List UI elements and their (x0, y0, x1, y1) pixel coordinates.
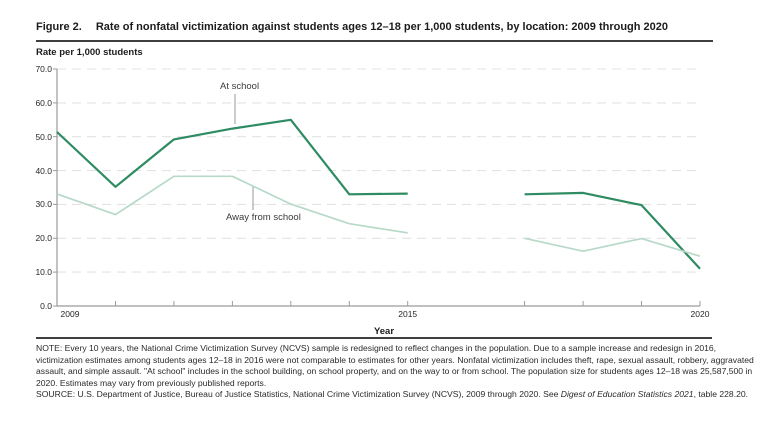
figure-title: Rate of nonfatal victimization against s… (95, 21, 669, 33)
x-axis-tick-label: 2009 (60, 308, 80, 319)
y-axis-tick-label: 50.0 (35, 131, 52, 142)
y-axis-tick-label: 60.0 (35, 97, 52, 108)
series-line-at-school (56, 118, 701, 270)
y-axis-tick-label: 30.0 (35, 199, 52, 210)
y-axis-tick-label: 40.0 (35, 165, 52, 176)
note-text-content: NOTE: Every 10 years, the National Crime… (36, 343, 754, 388)
x-axis-title: Year (373, 326, 395, 337)
title-divider (36, 40, 713, 42)
figure-header: Figure 2. Rate of nonfatal victimization… (36, 21, 726, 34)
figure-label: Figure 2. (36, 21, 82, 33)
note-text: NOTE: Every 10 years, the National Crime… (36, 343, 758, 389)
chart-note-divider (36, 337, 712, 339)
x-axis-tick-label: 2020 (690, 308, 710, 319)
y-axis-tick-label: 10.0 (35, 267, 52, 278)
x-axis-tick-label: 2015 (398, 308, 418, 319)
annotation-at-school: At school (220, 81, 260, 92)
source-text: SOURCE: U.S. Department of Justice, Bure… (36, 389, 758, 401)
y-axis-tick-label: 0.0 (40, 301, 52, 311)
source-text-prefix: SOURCE: U.S. Department of Justice, Bure… (36, 389, 561, 399)
annotation-away-from-school: Away from school (226, 212, 301, 223)
source-text-suffix: , table 228.20. (693, 389, 749, 399)
series-line-away-from-school (56, 175, 701, 258)
y-axis-tick-label: 70.0 (35, 64, 52, 74)
y-axis-tick-label: 20.0 (35, 233, 52, 244)
y-axis-unit-label: Rate per 1,000 students (36, 47, 143, 58)
source-text-italic: Digest of Education Statistics 2021 (560, 389, 694, 399)
